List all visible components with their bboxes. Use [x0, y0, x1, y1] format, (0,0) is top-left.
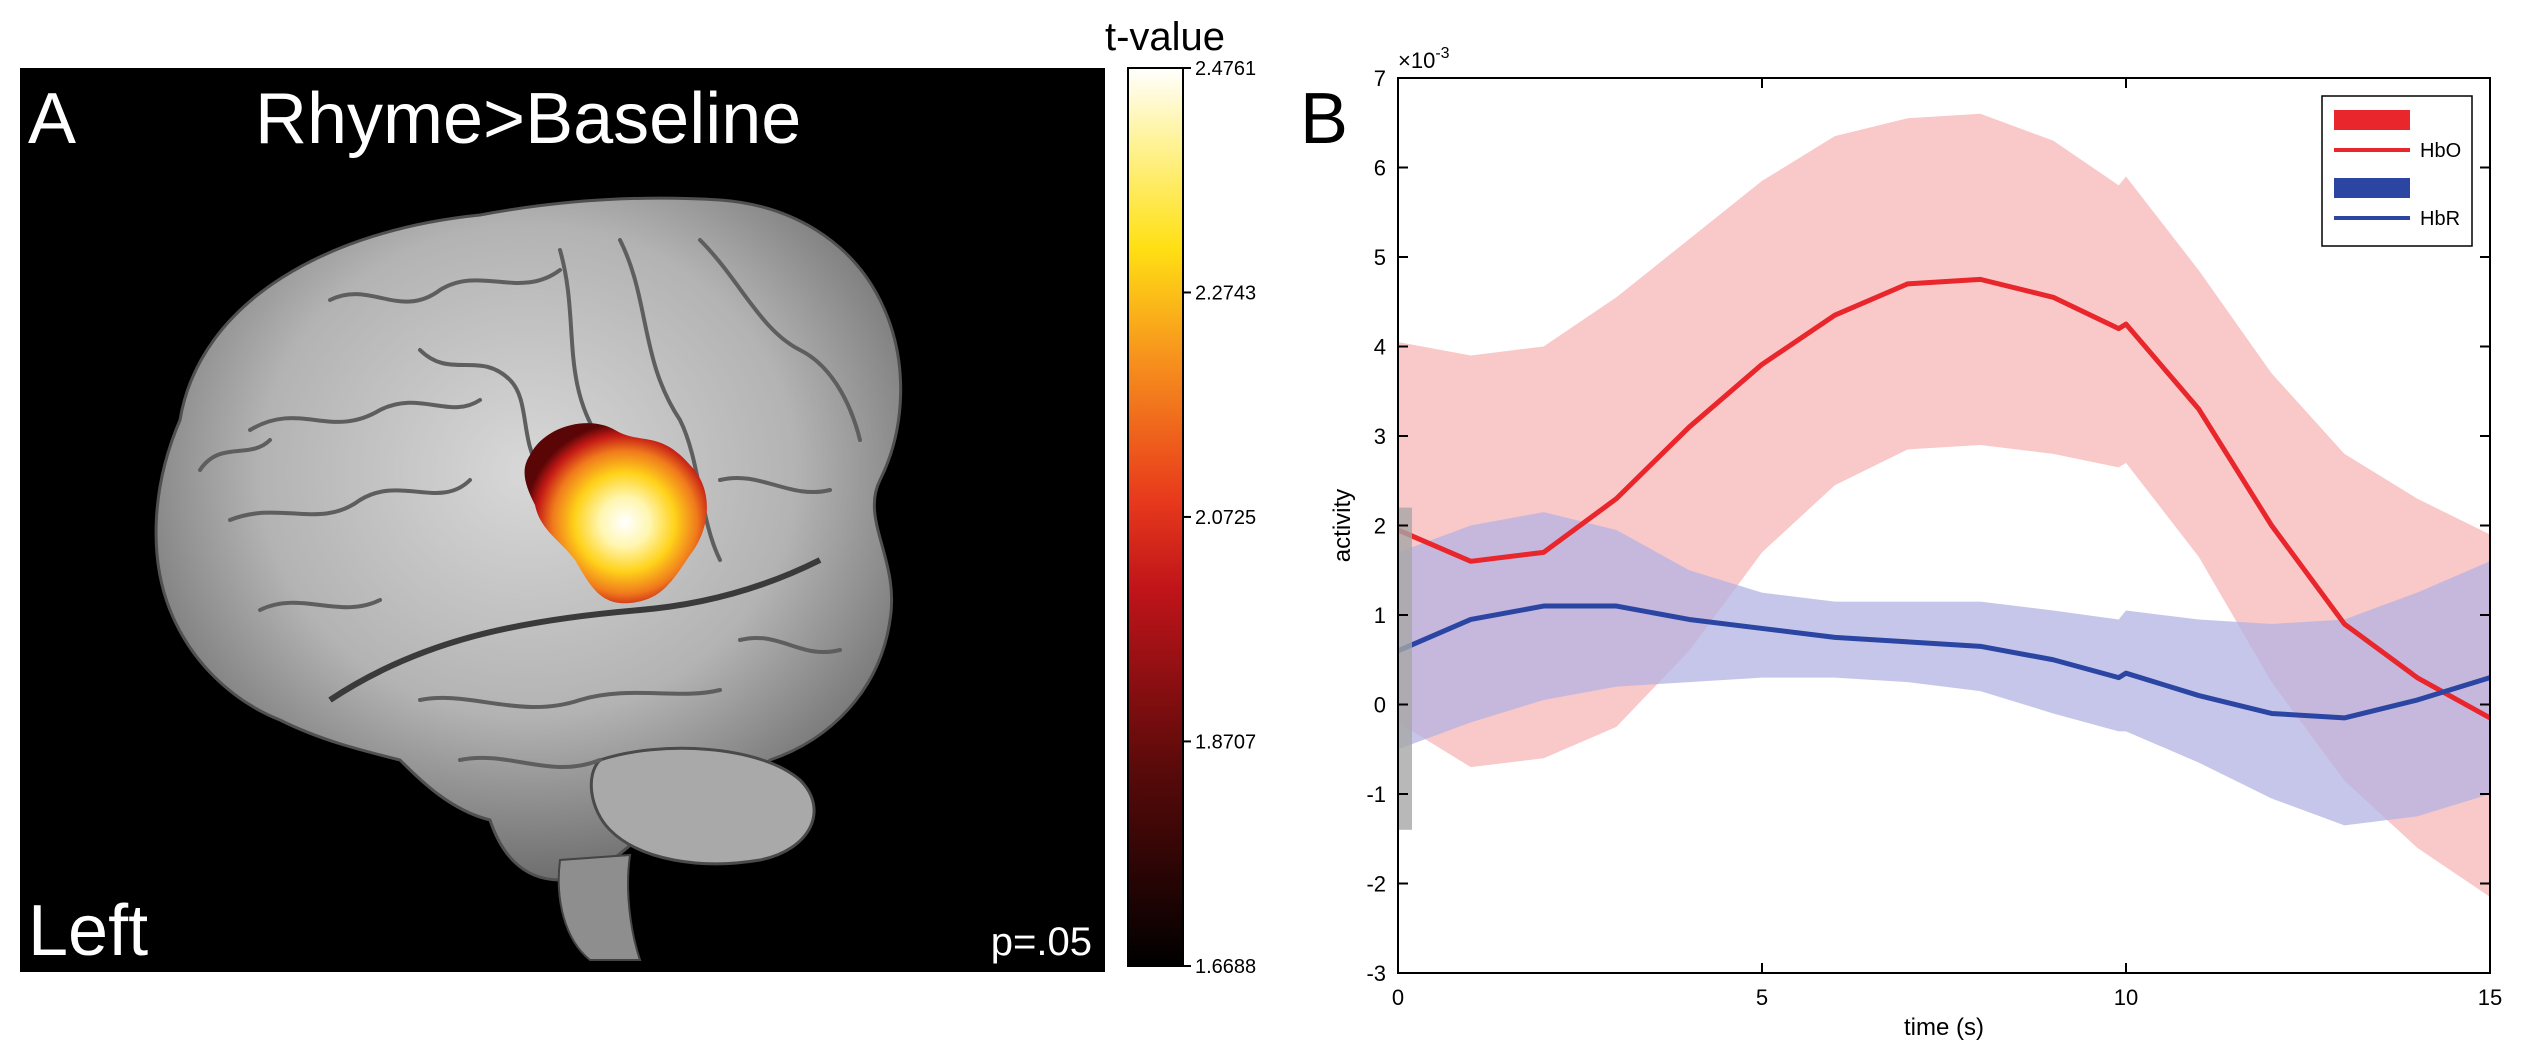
- x-axis-ticks: 0 5 10 15: [1392, 78, 2502, 1010]
- x-axis-label: time (s): [1904, 1014, 1984, 1041]
- y-tick-label: 4: [1374, 335, 1386, 360]
- y-tick-label: -3: [1366, 961, 1386, 986]
- colorbar-title: t-value: [1105, 15, 1225, 59]
- hbo-confidence-band: [1398, 113, 2490, 897]
- x-tick-label: 5: [1756, 985, 1768, 1010]
- y-tick-label: -1: [1366, 782, 1386, 807]
- y-axis-ticks: -3 -2 -1 0 1 2 3 4 5 6 7: [1366, 66, 2490, 986]
- y-tick-label: 3: [1374, 424, 1386, 449]
- y-exponent-power: -3: [1435, 45, 1449, 62]
- y-tick-label: 6: [1374, 156, 1386, 181]
- colorbar-tick-label: 2.2743: [1195, 282, 1256, 304]
- y-tick-label: 1: [1374, 603, 1386, 628]
- y-tick-label: 5: [1374, 245, 1386, 270]
- y-tick-label: 0: [1374, 693, 1386, 718]
- y-tick-label: -2: [1366, 872, 1386, 897]
- colorbar: [1127, 67, 1184, 967]
- y-axis-label: activity: [1329, 489, 1356, 562]
- stimulus-bar: [1398, 507, 1412, 830]
- p-threshold-label: p=.05: [991, 920, 1092, 964]
- mean-lines: [1397, 276, 2492, 721]
- activation-cluster: [524, 423, 707, 604]
- legend-label: HbR: [2420, 208, 2460, 230]
- panel-b-letter: B: [1300, 79, 1348, 159]
- hbo-mean-line: [1397, 276, 2492, 721]
- colorbar-ticks: 2.4761 2.2743 2.0725 1.8707 1.6688: [1183, 58, 1256, 978]
- panel-a: A Rhyme>Baseline Left p=.05 t-value 2.47…: [20, 15, 1256, 978]
- hemisphere-label: Left: [28, 891, 148, 971]
- y-tick-label: 7: [1374, 66, 1386, 91]
- hbr-legend-patch: [2334, 178, 2410, 198]
- legend-items: HbO HbR: [2334, 110, 2461, 230]
- hbr-mean-line: [1397, 603, 2491, 721]
- legend-label: HbO: [2420, 140, 2461, 162]
- confidence-bands: [1398, 113, 2490, 897]
- hbo-legend-patch: [2334, 110, 2410, 130]
- y-exponent-base: ×10: [1398, 48, 1435, 73]
- panel-a-title: Rhyme>Baseline: [255, 79, 801, 159]
- brain-illustration: [154, 196, 903, 961]
- y-axis-exponent: ×10-3: [1398, 45, 1450, 73]
- x-tick-label: 15: [2478, 985, 2502, 1010]
- hbr-confidence-band: [1398, 512, 2490, 826]
- y-tick-label: 2: [1374, 514, 1386, 539]
- x-tick-label: 10: [2114, 985, 2138, 1010]
- colorbar-tick-label: 2.4761: [1195, 58, 1256, 80]
- colorbar-tick-label: 1.6688: [1195, 956, 1256, 978]
- colorbar-tick-label: 1.8707: [1195, 731, 1256, 753]
- colorbar-tick-label: 2.0725: [1195, 507, 1256, 529]
- x-tick-label: 0: [1392, 985, 1404, 1010]
- panel-a-letter: A: [28, 79, 76, 159]
- legend: HbO HbR: [2321, 95, 2473, 247]
